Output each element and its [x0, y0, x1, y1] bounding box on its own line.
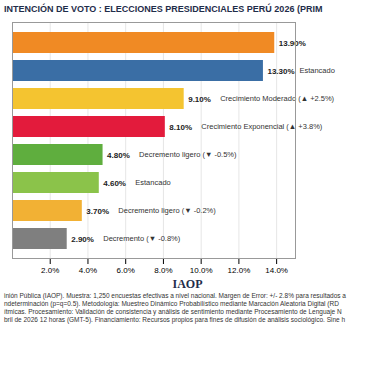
- html-text:IAOP: IAOP: [172, 277, 203, 291]
- svg-text:10.0%: 10.0%: [190, 266, 213, 275]
- svg-text:13.30%: 13.30%: [267, 67, 294, 76]
- svg-text:9.10%: 9.10%: [188, 95, 211, 104]
- svg-text:4.80%: 4.80%: [107, 151, 130, 160]
- svg-text:Decremento ligero (▼ -0.5%): Decremento ligero (▼ -0.5%): [139, 150, 237, 159]
- svg-text:13.90%: 13.90%: [279, 39, 306, 48]
- html-text:bril de 2026 12 horas (GMT-5).: bril de 2026 12 horas (GMT-5). Financiam…: [4, 316, 346, 323]
- svg-text:Estancado: Estancado: [299, 66, 334, 75]
- svg-text:Estancado: Estancado: [135, 178, 170, 187]
- svg-text:12.0%: 12.0%: [228, 266, 251, 275]
- svg-text:4.60%: 4.60%: [103, 179, 126, 188]
- html-text:INTENCIÓN DE VOTO : ELECCIONES: INTENCIÓN DE VOTO : ELECCIONES PRESIDENC…: [4, 4, 323, 14]
- svg-text:8.10%: 8.10%: [169, 123, 192, 132]
- svg-text:2.0%: 2.0%: [41, 266, 59, 275]
- svg-text:4.0%: 4.0%: [79, 266, 97, 275]
- svg-text:6.0%: 6.0%: [117, 266, 135, 275]
- svg-text:8.0%: 8.0%: [154, 266, 172, 275]
- svg-text:3.70%: 3.70%: [86, 207, 109, 216]
- svg-text:Decremento ligero (▼ -0.2%): Decremento ligero (▼ -0.2%): [118, 206, 216, 215]
- svg-text:2.90%: 2.90%: [71, 235, 94, 244]
- svg-text:14.0%: 14.0%: [265, 266, 288, 275]
- svg-text:Crecimiento Exponencial (▲ +3.: Crecimiento Exponencial (▲ +3.8%): [201, 122, 323, 131]
- svg-text:Decremento (▼ -0.8%): Decremento (▼ -0.8%): [103, 234, 181, 243]
- html-text:ndeterminación (p=q=0.5). Meto: ndeterminación (p=q=0.5). Metodología: M…: [4, 300, 339, 307]
- html-text:inión Pública (IAOP). Muestra:: inión Pública (IAOP). Muestra: 1,250 enc…: [4, 292, 346, 299]
- html-text:ítmicas. Procesamiento: Valida: ítmicas. Procesamiento: Validación de co…: [4, 308, 342, 315]
- svg-text:Crecimiento Moderado (▲ +2.5%): Crecimiento Moderado (▲ +2.5%): [220, 94, 334, 103]
